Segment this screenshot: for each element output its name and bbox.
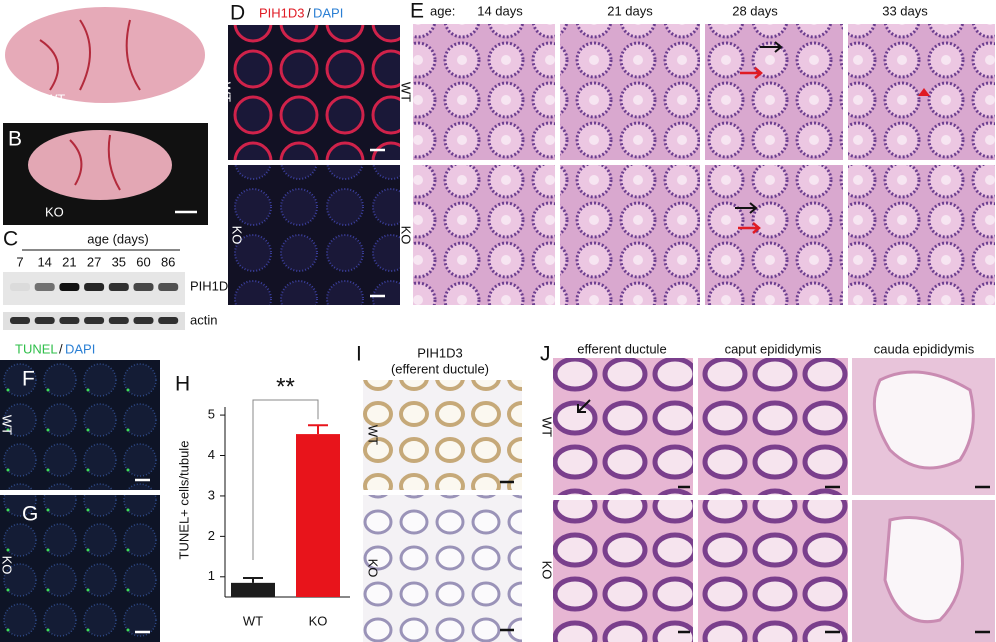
panel-label: I — [356, 343, 362, 366]
panel-label: A — [8, 6, 22, 29]
age-label: 60 — [136, 254, 150, 269]
stain-label: DAPI — [65, 341, 95, 356]
y-axis-title: TUNEL+ cells/tubule — [176, 441, 191, 560]
panel-label: B — [8, 128, 22, 151]
panel-title: PIH1D3 — [417, 345, 463, 360]
y-tick-label: 4 — [208, 447, 215, 462]
blot-band — [59, 283, 80, 291]
blot-band — [158, 317, 179, 324]
panel-label: C — [3, 228, 18, 251]
blot-band — [34, 283, 55, 291]
stain-label: PIH1D3 — [259, 5, 305, 20]
y-tick-label: 5 — [208, 407, 215, 422]
x-tick-label: KO — [309, 613, 328, 628]
y-tick-label: 2 — [208, 528, 215, 543]
age-label: 7 — [16, 254, 23, 269]
age-label: 14 — [37, 254, 51, 269]
panel-b: B KO — [3, 123, 208, 225]
panel-label: D — [230, 2, 245, 25]
blot-band — [133, 317, 154, 324]
panel-a: A WT — [3, 0, 208, 120]
y-tick-label: 3 — [208, 487, 215, 502]
column-label: 21 days — [607, 3, 653, 18]
blot-band — [108, 317, 129, 324]
stain-label: / — [59, 341, 63, 356]
blot-band — [84, 283, 105, 291]
bar — [296, 434, 340, 597]
row-label: KO — [366, 559, 381, 578]
band-label: actin — [190, 312, 217, 327]
row-label: WT — [219, 82, 234, 102]
column-label: 14 days — [477, 3, 523, 18]
axis-title: age (days) — [87, 231, 148, 246]
panel-fg: TUNEL / DAPI F G WT KO — [0, 341, 160, 642]
row-label: WT — [0, 415, 15, 435]
x-tick-label: WT — [243, 613, 263, 628]
panel-label: H — [175, 373, 190, 396]
panel-label: J — [540, 343, 551, 366]
column-label: cauda epididymis — [874, 341, 975, 356]
significance-bracket — [252, 399, 319, 560]
panel-e: E age: 14 days 21 days 28 days 33 days W… — [399, 0, 995, 305]
y-tick-label: 1 — [208, 568, 215, 583]
panel-h: H TUNEL+ cells/tubule 1 2 3 4 5 WT KO ** — [175, 373, 350, 628]
blot-band — [10, 317, 30, 324]
band-label: PIH1D3 — [190, 278, 236, 293]
row-label: KO — [0, 556, 15, 575]
row-label: WT — [366, 425, 381, 445]
column-label: caput epididymis — [725, 341, 822, 356]
blot-band — [10, 283, 30, 291]
stain-label: / — [307, 5, 311, 20]
column-label: 28 days — [732, 3, 778, 18]
age-label: 35 — [112, 254, 126, 269]
blot-band — [133, 283, 154, 291]
panel-subtitle: (efferent ductule) — [391, 361, 489, 376]
row-label: WT — [399, 82, 414, 102]
age-label: 21 — [62, 254, 76, 269]
row-label: KO — [540, 561, 555, 580]
stain-label: TUNEL — [15, 341, 58, 356]
column-label: 33 days — [882, 3, 928, 18]
blot-band — [34, 317, 55, 324]
blot-band — [108, 283, 129, 291]
significance-label: ** — [276, 373, 295, 400]
row-label: KO — [399, 226, 414, 245]
column-label: efferent ductule — [577, 341, 666, 356]
blot-band — [84, 317, 105, 324]
age-label: 86 — [161, 254, 175, 269]
age-label: age: — [430, 3, 455, 18]
stain-label: DAPI — [313, 5, 343, 20]
age-label: 27 — [87, 254, 101, 269]
blot-band — [59, 317, 80, 324]
panel-label: G — [22, 503, 38, 526]
row-label: WT — [540, 417, 555, 437]
bar — [231, 582, 275, 597]
genotype-label: KO — [45, 204, 64, 219]
panel-label: F — [22, 368, 35, 391]
panel-c: C age (days) PIH1D3 actin 7 14 21 27 35 60 86 — [3, 228, 236, 330]
panel-j: J efferent ductule caput epididymis caud… — [540, 341, 995, 642]
panel-i: I PIH1D3 (efferent ductule) WT KO — [356, 343, 522, 642]
blot-band — [158, 283, 179, 291]
panel-label: E — [410, 0, 424, 23]
panel-d: D PIH1D3 / DAPI WT KO — [219, 2, 400, 305]
row-label: KO — [230, 226, 245, 245]
genotype-label: WT — [45, 91, 65, 106]
